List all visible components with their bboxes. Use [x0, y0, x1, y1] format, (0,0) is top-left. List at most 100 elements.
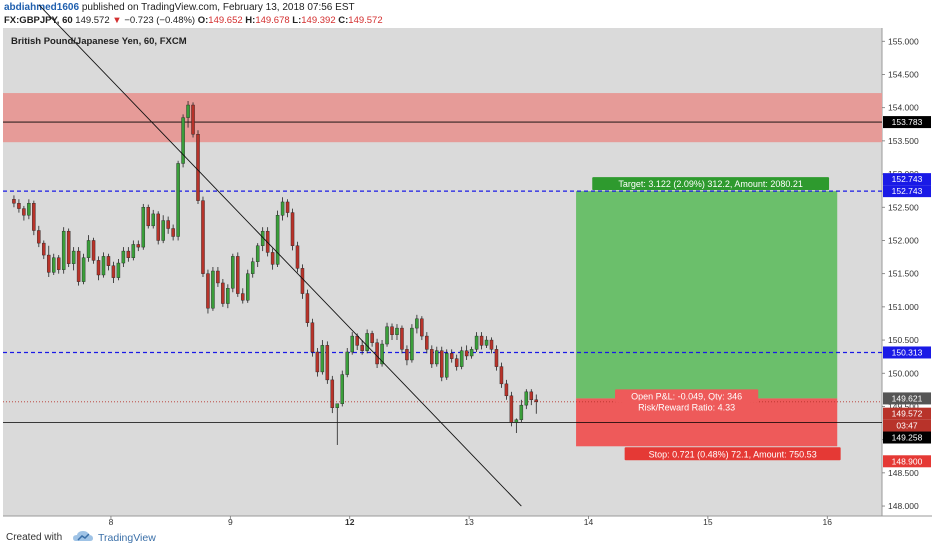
candle[interactable] [81, 257, 86, 282]
candle[interactable] [524, 391, 529, 406]
candle[interactable] [504, 383, 509, 397]
candle[interactable] [206, 273, 210, 309]
candle[interactable] [226, 288, 230, 304]
candle[interactable] [285, 201, 290, 213]
candle[interactable] [474, 335, 479, 350]
candle[interactable] [305, 293, 310, 323]
candle[interactable] [221, 282, 225, 304]
candle[interactable] [71, 250, 76, 264]
candle[interactable] [42, 242, 46, 256]
candle[interactable] [444, 353, 449, 378]
candle[interactable] [76, 250, 81, 282]
candle[interactable] [449, 353, 454, 359]
candle[interactable] [390, 326, 394, 335]
candle[interactable] [131, 244, 136, 258]
candle[interactable] [370, 333, 374, 343]
candle[interactable] [156, 213, 160, 241]
candle[interactable] [509, 395, 514, 423]
candle[interactable] [459, 350, 464, 367]
candle[interactable] [290, 212, 295, 246]
candle[interactable] [469, 349, 474, 357]
candle[interactable] [365, 333, 369, 351]
candle[interactable] [375, 342, 379, 365]
candle[interactable] [270, 252, 275, 265]
candle[interactable] [430, 349, 434, 365]
candle[interactable] [211, 270, 215, 309]
candle[interactable] [101, 256, 106, 276]
candle[interactable] [479, 335, 484, 346]
candle[interactable] [345, 351, 349, 375]
candle[interactable] [489, 339, 494, 350]
candle[interactable] [22, 208, 26, 216]
candle[interactable] [236, 256, 240, 294]
candle[interactable] [126, 250, 131, 258]
candle[interactable] [17, 203, 21, 209]
candle[interactable] [47, 254, 51, 273]
candle[interactable] [514, 419, 519, 423]
candle[interactable] [136, 244, 141, 248]
candle[interactable] [61, 230, 66, 270]
trendline[interactable] [38, 4, 522, 507]
candle[interactable] [186, 104, 190, 118]
candle[interactable] [405, 349, 409, 361]
candle[interactable] [300, 268, 305, 294]
resistance-zone[interactable] [3, 93, 882, 143]
candle[interactable] [415, 318, 419, 329]
candle[interactable] [32, 203, 36, 231]
candle[interactable] [385, 326, 389, 345]
candle[interactable] [176, 163, 180, 237]
candle[interactable] [12, 199, 16, 204]
candle[interactable] [355, 335, 359, 346]
candle[interactable] [216, 270, 220, 284]
candle[interactable] [534, 399, 539, 403]
candle[interactable] [250, 261, 255, 274]
candle[interactable] [181, 117, 185, 164]
candle[interactable] [320, 345, 325, 373]
candle[interactable] [464, 350, 469, 357]
candle[interactable] [280, 201, 285, 216]
candle[interactable] [529, 391, 534, 401]
position-target-zone[interactable] [576, 191, 838, 399]
candle[interactable] [161, 220, 165, 241]
candle[interactable] [330, 379, 335, 408]
candle[interactable] [191, 104, 195, 135]
candle[interactable] [231, 256, 235, 289]
candle[interactable] [121, 250, 126, 264]
candle[interactable] [56, 257, 61, 270]
candle[interactable] [141, 207, 146, 248]
candle[interactable] [420, 318, 424, 337]
candle[interactable] [325, 345, 330, 381]
candle[interactable] [86, 240, 91, 258]
candle[interactable] [295, 245, 300, 269]
candle[interactable] [116, 262, 121, 278]
candle[interactable] [425, 335, 429, 350]
candle[interactable] [360, 345, 364, 351]
candle[interactable] [440, 350, 444, 378]
tradingview-link[interactable]: TradingView [98, 532, 156, 544]
candle[interactable] [146, 207, 150, 227]
candle[interactable] [91, 240, 96, 261]
candle[interactable] [106, 256, 111, 266]
candle[interactable] [241, 293, 245, 301]
candle[interactable] [395, 327, 399, 335]
candle[interactable] [166, 220, 170, 229]
candle[interactable] [96, 260, 101, 276]
price-chart[interactable]: British Pound/Japanese Yen, 60, FXCM Tar… [0, 0, 932, 526]
candle[interactable] [37, 230, 41, 244]
candle[interactable] [400, 327, 404, 350]
candle[interactable] [255, 245, 260, 262]
candle[interactable] [265, 230, 270, 253]
candle[interactable] [435, 350, 439, 365]
candle[interactable] [201, 200, 205, 274]
candle[interactable] [484, 339, 489, 346]
candle[interactable] [246, 273, 250, 301]
candle[interactable] [51, 257, 56, 273]
candle[interactable] [275, 215, 280, 265]
candle[interactable] [151, 213, 155, 227]
candle[interactable] [315, 351, 320, 373]
candle[interactable] [310, 322, 315, 353]
candle[interactable] [171, 228, 175, 237]
candle[interactable] [111, 265, 116, 278]
candle[interactable] [66, 230, 71, 264]
candle[interactable] [27, 203, 31, 216]
